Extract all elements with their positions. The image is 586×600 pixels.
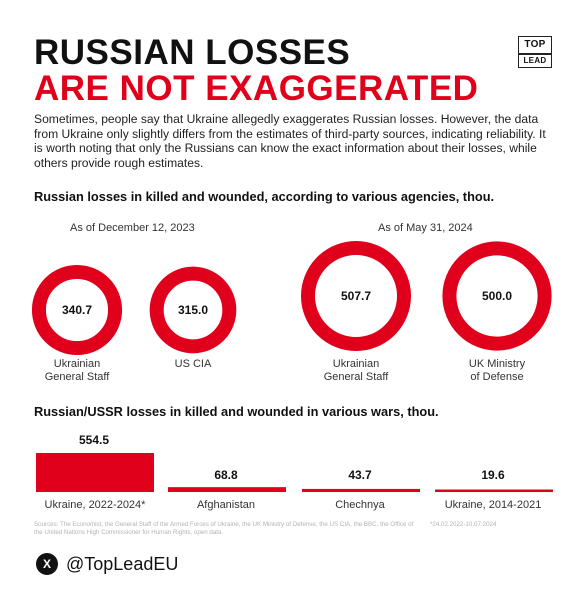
ring-caption-4-line1: UK Ministry <box>468 358 526 370</box>
logo-bottom: LEAD <box>523 55 547 65</box>
bar-4 <box>435 489 553 492</box>
bar-value-1: 554.5 <box>78 433 110 447</box>
date-footnote: *24.02.2022-10.07.2024 <box>430 521 497 528</box>
ring-caption-3: Ukrainian General Staff <box>296 358 416 384</box>
bar-value-4: 19.6 <box>481 468 505 482</box>
title-line2: ARE NOT EXAGGERATED <box>34 69 479 108</box>
social-handle[interactable]: @TopLeadEU <box>66 554 179 574</box>
donut-ring-1 <box>31 264 123 356</box>
topl-lead-logo: TOP LEAD <box>518 36 552 68</box>
bar-2 <box>168 487 286 492</box>
bar-section-title: Russian/USSR losses in killed and wounde… <box>34 404 439 419</box>
intro-paragraph: Sometimes, people say that Ukraine alleg… <box>34 112 546 170</box>
donut-value-3: 507.7 <box>341 289 371 303</box>
bar-value-3: 43.7 <box>348 468 372 482</box>
donut-ring-3 <box>301 241 411 351</box>
ring-caption-1-line2: General Staff <box>44 371 110 383</box>
group-label-dec-2023: As of December 12, 2023 <box>70 222 195 234</box>
ring-caption-3-line2: General Staff <box>323 371 389 383</box>
bar-1 <box>36 453 154 492</box>
donut-value-1: 340.7 <box>62 303 92 317</box>
logo-divider <box>519 53 551 55</box>
ring-caption-1-line1: Ukrainian <box>53 358 101 370</box>
bar-value-2: 68.8 <box>214 468 238 482</box>
x-icon: X <box>36 553 58 575</box>
title-line1: RUSSIAN LOSSES <box>34 33 351 72</box>
bar-label-2: Afghanistan <box>196 499 256 511</box>
ring-caption-2: US CIA <box>133 358 253 371</box>
ring-caption-4-line2: of Defense <box>470 371 524 383</box>
bar-label-3: Chechnya <box>335 499 385 511</box>
ring-caption-1: Ukrainian General Staff <box>17 358 137 384</box>
donut-chart: 340.7 315.0 507.7 500.0 <box>31 241 552 356</box>
sources-note: Sources: The Economist, the General Staf… <box>34 521 414 536</box>
donut-ring-4 <box>442 241 552 351</box>
bar-3 <box>302 488 420 492</box>
donut-value-2: 315.0 <box>178 303 208 317</box>
ring-caption-3-line1: Ukrainian <box>332 358 380 370</box>
donut-value-4: 500.0 <box>482 289 512 303</box>
bar-label-1: Ukraine, 2022-2024* <box>44 499 146 511</box>
donut-section-title: Russian losses in killed and wounded, ac… <box>34 189 495 204</box>
group-label-may-2024: As of May 31, 2024 <box>378 222 473 234</box>
ring-caption-4: UK Ministry of Defense <box>437 358 557 384</box>
ring-caption-2-line1: US CIA <box>174 358 212 370</box>
logo-top: TOP <box>524 39 546 50</box>
donut-ring-2 <box>149 266 237 354</box>
bar-label-4: Ukraine, 2014-2021 <box>444 499 542 511</box>
